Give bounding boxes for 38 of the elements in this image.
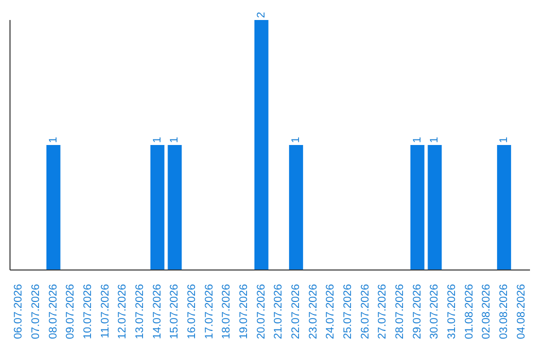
x-tick-label: 24.07.2026 [324,284,337,340]
x-tick-label: 08.07.2026 [47,284,60,340]
x-tick-label: 09.07.2026 [64,284,77,340]
x-tick-label: 12.07.2026 [116,284,129,340]
x-tick-label: 11.07.2026 [99,284,112,338]
x-tick-label: 13.07.2026 [134,284,146,340]
x-tick-label: 23.07.2026 [307,284,320,340]
x-tick-label: 02.08.2026 [480,284,493,340]
x-tick-label: 20.07.2026 [255,284,268,340]
x-tick-label: 26.07.2026 [359,284,372,340]
x-tick-label: 04.08.2026 [515,284,528,340]
data-label: 1 [151,136,164,143]
x-tick-label: 25.07.2026 [342,284,354,340]
x-tick-label: 07.07.2026 [30,284,42,340]
data-label: 2 [255,12,268,18]
x-tick-label: 03.08.2026 [498,284,510,340]
x-tick-label: 16.07.2026 [186,284,198,340]
x-tick-label: 06.07.2026 [12,284,25,340]
x-tick-label: 17.07.2026 [203,284,216,340]
x-tick-label: 10.07.2026 [82,284,94,340]
data-label: 1 [47,136,60,143]
x-tick-label: 31.07.2026 [446,284,458,340]
x-tick-label: 01.08.2026 [463,284,476,340]
x-tick-label: 21.07.2026 [272,284,285,340]
x-tick-label: 15.07.2026 [168,284,181,340]
x-tick-label: 19.07.2026 [238,284,250,340]
x-tick-label: 28.07.2026 [394,284,406,340]
x-tick-label: 22.07.2026 [290,284,302,340]
data-label: 1 [168,136,181,143]
x-tick-label: 18.07.2026 [220,284,233,340]
data-label: 1 [411,136,424,143]
data-label: 1 [428,136,441,143]
x-tick-label: 29.07.2026 [411,284,424,340]
data-label: 1 [498,136,510,143]
x-tick-label: 14.07.2026 [151,284,164,340]
x-tick-label: 27.07.2026 [376,284,389,340]
x-tick-label: 30.07.2026 [428,284,441,340]
data-label: 1 [290,136,302,143]
